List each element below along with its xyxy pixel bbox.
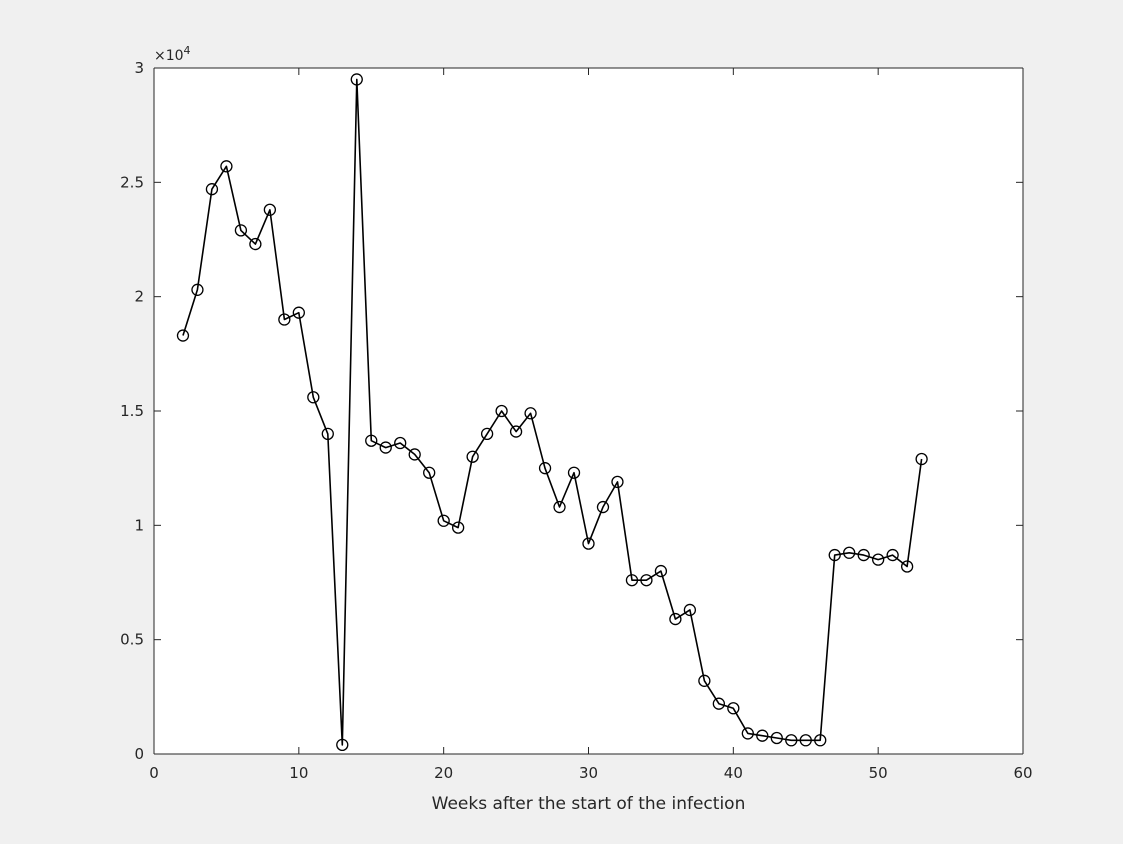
data-point-marker bbox=[654, 564, 668, 578]
data-point-marker bbox=[292, 306, 305, 319]
data-point-marker bbox=[495, 404, 508, 418]
y-tick-label: 1 bbox=[134, 516, 144, 534]
y-axis-exponent-prefix: ×10 bbox=[154, 48, 184, 64]
data-point-marker bbox=[350, 73, 363, 86]
x-axis-label: Weeks after the start of the infection bbox=[432, 794, 746, 814]
x-tick-label: 0 bbox=[149, 764, 159, 782]
data-point-marker bbox=[872, 553, 885, 566]
data-point-marker bbox=[727, 702, 740, 715]
data-point-marker bbox=[205, 183, 219, 196]
data-point-marker bbox=[611, 475, 624, 489]
data-point-marker bbox=[567, 466, 581, 479]
data-point-marker bbox=[582, 537, 595, 550]
data-point-marker bbox=[915, 452, 928, 466]
data-point-marker bbox=[379, 441, 392, 454]
data-point-marker bbox=[553, 500, 566, 514]
data-point-marker bbox=[408, 448, 421, 461]
y-tick-label: 0 bbox=[134, 745, 144, 763]
y-tick-label: 2 bbox=[134, 288, 144, 306]
data-point-marker bbox=[220, 160, 233, 173]
data-point-marker bbox=[741, 727, 754, 740]
data-point-marker bbox=[365, 434, 378, 447]
data-point-marker bbox=[437, 514, 450, 527]
data-point-marker bbox=[698, 674, 711, 687]
data-point-marker bbox=[234, 224, 248, 237]
data-point-marker bbox=[828, 548, 841, 562]
data-point-marker bbox=[669, 612, 682, 626]
data-point-marker bbox=[480, 427, 494, 441]
data-point-marker bbox=[249, 237, 262, 251]
x-tick-label: 60 bbox=[1013, 764, 1032, 782]
x-tick-label: 40 bbox=[724, 764, 743, 782]
axes-background bbox=[154, 68, 1023, 754]
data-point-marker bbox=[799, 734, 812, 747]
data-point-marker bbox=[423, 466, 436, 479]
data-point-marker bbox=[683, 603, 697, 617]
data-point-marker bbox=[756, 729, 769, 742]
data-point-marker bbox=[900, 560, 914, 573]
data-point-marker bbox=[278, 313, 291, 326]
data-point-marker bbox=[843, 546, 856, 559]
x-tick-label: 10 bbox=[289, 764, 308, 782]
data-point-marker bbox=[176, 329, 190, 342]
data-point-marker bbox=[263, 203, 277, 216]
axes: 0 10 20 30 40 50 60 0 0.5 1 1.5 2 2.5 3 bbox=[120, 59, 1032, 782]
data-point-marker bbox=[712, 697, 725, 710]
y-tick-label: 2.5 bbox=[120, 173, 144, 191]
data-point-marker bbox=[451, 521, 465, 534]
plot-area bbox=[176, 73, 928, 752]
y-tick-label: 0.5 bbox=[120, 631, 144, 649]
data-point-marker bbox=[509, 425, 523, 438]
data-point-marker bbox=[596, 500, 610, 514]
data-point-marker bbox=[857, 548, 870, 562]
data-point-marker bbox=[524, 407, 537, 420]
data-point-marker bbox=[886, 548, 899, 562]
data-point-marker bbox=[307, 391, 320, 404]
x-tick-label: 30 bbox=[579, 764, 598, 782]
y-tick-label: 1.5 bbox=[120, 402, 144, 420]
data-point-marker bbox=[466, 450, 479, 463]
data-point-marker bbox=[770, 731, 783, 745]
data-point-marker bbox=[625, 574, 639, 587]
data-point-marker bbox=[538, 462, 552, 475]
x-tick-label: 20 bbox=[434, 764, 453, 782]
data-point-marker bbox=[640, 574, 653, 587]
data-point-marker bbox=[785, 734, 798, 747]
data-point-marker bbox=[394, 436, 407, 450]
x-tick-label: 50 bbox=[869, 764, 888, 782]
data-point-marker bbox=[321, 427, 334, 441]
y-tick-label: 3 bbox=[134, 59, 144, 77]
data-point-marker bbox=[336, 738, 349, 752]
series-line bbox=[182, 78, 923, 746]
data-point-marker bbox=[814, 734, 827, 747]
y-axis-exponent: ×104 bbox=[154, 44, 191, 64]
data-point-marker bbox=[191, 283, 204, 296]
y-axis-exponent-power: 4 bbox=[184, 44, 191, 57]
